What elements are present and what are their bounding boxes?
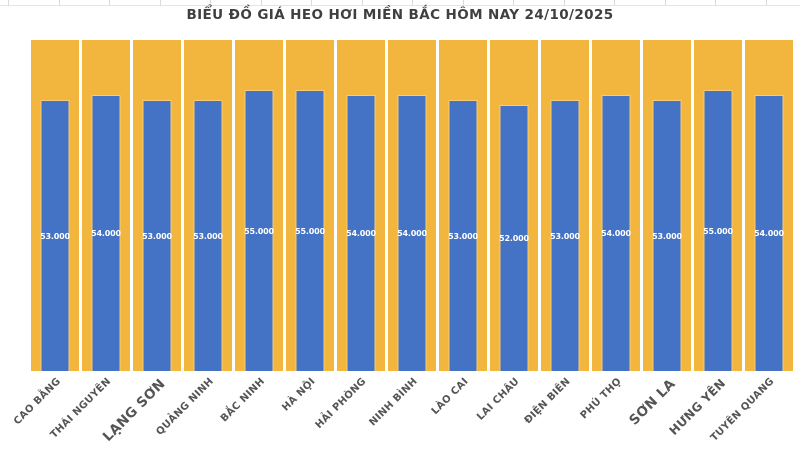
price-bar[interactable]: 52.000 — [499, 106, 529, 371]
gridline-tick — [765, 0, 767, 5]
bar-value-label: 54.000 — [601, 229, 631, 238]
price-bar[interactable]: 53.000 — [550, 101, 580, 371]
gridline-tick — [260, 0, 262, 5]
bar-value-label: 53.000 — [448, 231, 478, 241]
x-axis-label: LÀO CAI — [429, 376, 471, 418]
bar-value-label: 54.000 — [754, 229, 784, 238]
x-axis-label: SƠN LA — [625, 376, 679, 429]
category-column: 53.000 — [643, 40, 691, 371]
price-bar[interactable]: 53.000 — [193, 101, 223, 371]
gridline-tick — [614, 0, 615, 5]
bar-value-label: 52.000 — [499, 234, 529, 243]
x-axis-label: LẠNG SƠN — [99, 376, 169, 445]
bar-value-label: 53.000 — [40, 231, 70, 241]
price-bar[interactable]: 54.000 — [91, 96, 121, 371]
gridline-horizontal — [0, 5, 800, 6]
x-axis-label: TUYÊN QUANG — [709, 376, 777, 444]
category-column: 55.000 — [694, 40, 742, 371]
gridline-tick — [664, 0, 666, 5]
price-bar[interactable]: 55.000 — [295, 91, 325, 371]
x-axis-label: HÀ NỘI — [280, 376, 318, 414]
category-column: 53.000 — [133, 40, 181, 371]
price-bar[interactable]: 54.000 — [754, 96, 784, 371]
category-column: 53.000 — [184, 40, 232, 371]
price-bar[interactable]: 53.000 — [652, 101, 682, 371]
gridline-tick — [563, 0, 565, 5]
gridline-tick — [513, 0, 514, 5]
gridline-tick — [311, 0, 312, 5]
bar-value-label: 55.000 — [295, 226, 325, 236]
x-axis-label: BẮC NINH — [218, 376, 267, 425]
x-axis-label: HẢI PHÒNG — [313, 376, 369, 432]
bar-value-label: 53.000 — [193, 231, 223, 241]
category-column: 54.000 — [82, 40, 130, 371]
gridline-tick — [210, 0, 211, 5]
gridline-tick — [159, 0, 161, 5]
price-bar[interactable]: 53.000 — [40, 101, 70, 371]
category-column: 54.000 — [388, 40, 436, 371]
price-bar[interactable]: 54.000 — [397, 96, 427, 371]
bar-value-label: 54.000 — [397, 229, 427, 238]
bar-value-label: 53.000 — [550, 231, 580, 241]
x-axis-label: ĐIỆN BIÊN — [522, 376, 573, 427]
price-bar[interactable]: 55.000 — [244, 91, 274, 371]
bar-value-label: 53.000 — [142, 231, 172, 241]
gridline-tick — [8, 0, 9, 5]
spreadsheet-top-gridline — [0, 0, 800, 6]
plot-area[interactable]: 53.000 54.000 53.000 53.000 55.000 55.000 54.0… — [31, 40, 793, 371]
category-column: 55.000 — [286, 40, 334, 371]
gridline-tick — [462, 0, 464, 5]
category-column: 53.000 — [439, 40, 487, 371]
x-axis-label: HƯNG YÊN — [666, 376, 728, 438]
gridline-tick — [361, 0, 363, 5]
category-column: 54.000 — [745, 40, 793, 371]
category-column: 54.000 — [592, 40, 640, 371]
category-column: 52.000 — [490, 40, 538, 371]
gridline-tick — [58, 0, 60, 5]
category-column: 55.000 — [235, 40, 283, 371]
bar-value-label: 55.000 — [244, 226, 274, 236]
x-axis-label: NINH BÌNH — [367, 376, 420, 429]
category-column: 53.000 — [541, 40, 589, 371]
gridline-tick — [412, 0, 413, 5]
gridline-tick — [715, 0, 716, 5]
bar-value-label: 54.000 — [91, 229, 121, 238]
x-axis-label: LAI CHÂU — [475, 376, 522, 423]
category-column: 53.000 — [31, 40, 79, 371]
price-bar[interactable]: 54.000 — [601, 96, 631, 371]
chart-title[interactable]: BIỂU ĐỒ GIÁ HEO HƠI MIỀN BẮC HÔM NAY 24/… — [186, 7, 614, 23]
price-bar[interactable]: 53.000 — [142, 101, 172, 371]
x-axis-label: QUẢNG NINH — [154, 376, 216, 438]
price-bar[interactable]: 53.000 — [448, 101, 478, 371]
x-axis-label: PHÚ THỌ — [578, 376, 624, 422]
bar-value-label: 54.000 — [346, 229, 376, 238]
price-bar[interactable]: 54.000 — [346, 96, 376, 371]
gridline-tick — [109, 0, 110, 5]
x-axis-label: THÁI NGUYÊN — [49, 376, 114, 441]
category-column: 54.000 — [337, 40, 385, 371]
bar-value-label: 55.000 — [703, 226, 733, 236]
bar-value-label: 53.000 — [652, 231, 682, 241]
x-axis-label: CAO BẰNG — [11, 376, 63, 428]
price-bar[interactable]: 55.000 — [703, 91, 733, 371]
